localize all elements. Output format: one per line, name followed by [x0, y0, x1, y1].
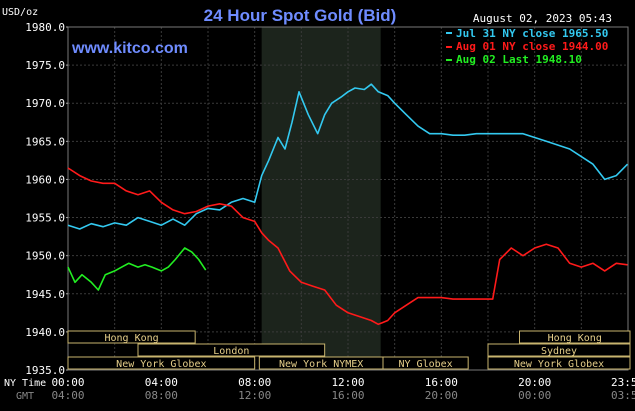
- x-tick-label-ny: 08:00: [238, 376, 271, 389]
- y-tick-label: 1980.0: [25, 21, 65, 34]
- price-series: [67, 83, 629, 326]
- session-bar: [487, 343, 631, 357]
- y-tick-label: 1960.0: [25, 173, 65, 186]
- session-bar: [67, 356, 256, 370]
- y-tick-label: 1945.0: [25, 288, 65, 301]
- x-tick-label-gmt: 12:00: [238, 389, 271, 402]
- session-bar: [519, 330, 631, 344]
- session-bar: [382, 356, 469, 370]
- session-label: London: [213, 346, 249, 357]
- x-tick-label-ny: 20:00: [518, 376, 551, 389]
- session-label: Hong Kong: [548, 333, 602, 344]
- y-tick-label: 1965.0: [25, 135, 65, 148]
- legend: Jul 31 NY close 1965.50 Aug 01 NY close …: [446, 27, 608, 66]
- y-axis-ticks: 1935.0 1940.0 1945.0 1950.0 1955.0 1960.0 1965…: [25, 21, 68, 377]
- session-label: Hong Kong: [104, 333, 158, 344]
- legend-swatch-jul31: [446, 32, 452, 34]
- session-label: Sydney: [541, 346, 577, 357]
- series-line-1: [67, 167, 628, 326]
- legend-swatch-aug02: [446, 59, 452, 61]
- legend-label-aug01: Aug 01 NY close 1944.00: [456, 40, 608, 53]
- session-bar: [137, 343, 326, 357]
- session-label: New York Globex: [116, 359, 206, 370]
- series-line-0: [67, 83, 629, 230]
- nymex-shaded-region: [261, 27, 381, 370]
- y-tick-label: 1950.0: [25, 250, 65, 263]
- session-label: New York Globex: [514, 359, 604, 370]
- y-tick-label: 1940.0: [25, 326, 65, 339]
- website-watermark: www.kitco.com: [71, 40, 188, 57]
- y-tick-label: 1975.0: [25, 59, 65, 72]
- x-tick-label-ny: 12:00: [331, 376, 364, 389]
- ny-time-label: NY Time: [4, 378, 46, 389]
- x-tick-label-ny: 04:00: [145, 376, 178, 389]
- session-bar: [67, 330, 196, 344]
- y-tick-label: 1935.0: [25, 364, 65, 377]
- session-label: New York NYMEX: [279, 359, 363, 370]
- x-tick-label-ny: 00:00: [51, 376, 84, 389]
- legend-label-jul31: Jul 31 NY close 1965.50: [456, 27, 608, 40]
- chart-title: 24 Hour Spot Gold (Bid): [204, 6, 397, 25]
- x-tick-label-ny: 23:59: [611, 376, 635, 389]
- x-tick-label-gmt: 04:00: [51, 389, 84, 402]
- x-tick-label-gmt: 20:00: [425, 389, 458, 402]
- unit-label: USD/oz: [2, 7, 38, 18]
- x-axis-ticks: 00:0004:0004:0008:0008:0012:0012:0016:00…: [51, 376, 635, 402]
- x-tick-label-gmt: 03:59: [611, 389, 635, 402]
- session-bar: [487, 356, 631, 370]
- x-tick-label-gmt: 00:00: [518, 389, 551, 402]
- x-tick-label-gmt: 16:00: [331, 389, 364, 402]
- trading-sessions: Hong Kong London New York Globex New York N…: [67, 330, 631, 370]
- timestamp: August 02, 2023 05:43: [473, 12, 612, 25]
- y-tick-label: 1955.0: [25, 212, 65, 225]
- series-line-2: [67, 247, 207, 291]
- x-tick-label-gmt: 08:00: [145, 389, 178, 402]
- x-tick-label-ny: 16:00: [425, 376, 458, 389]
- plot-frame: [67, 26, 629, 371]
- gmt-label: GMT: [16, 391, 34, 402]
- session-label: NY Globex: [398, 359, 452, 370]
- legend-swatch-aug01: [446, 46, 452, 48]
- legend-label-aug02: Aug 02 Last 1948.10: [456, 53, 582, 66]
- y-tick-label: 1970.0: [25, 97, 65, 110]
